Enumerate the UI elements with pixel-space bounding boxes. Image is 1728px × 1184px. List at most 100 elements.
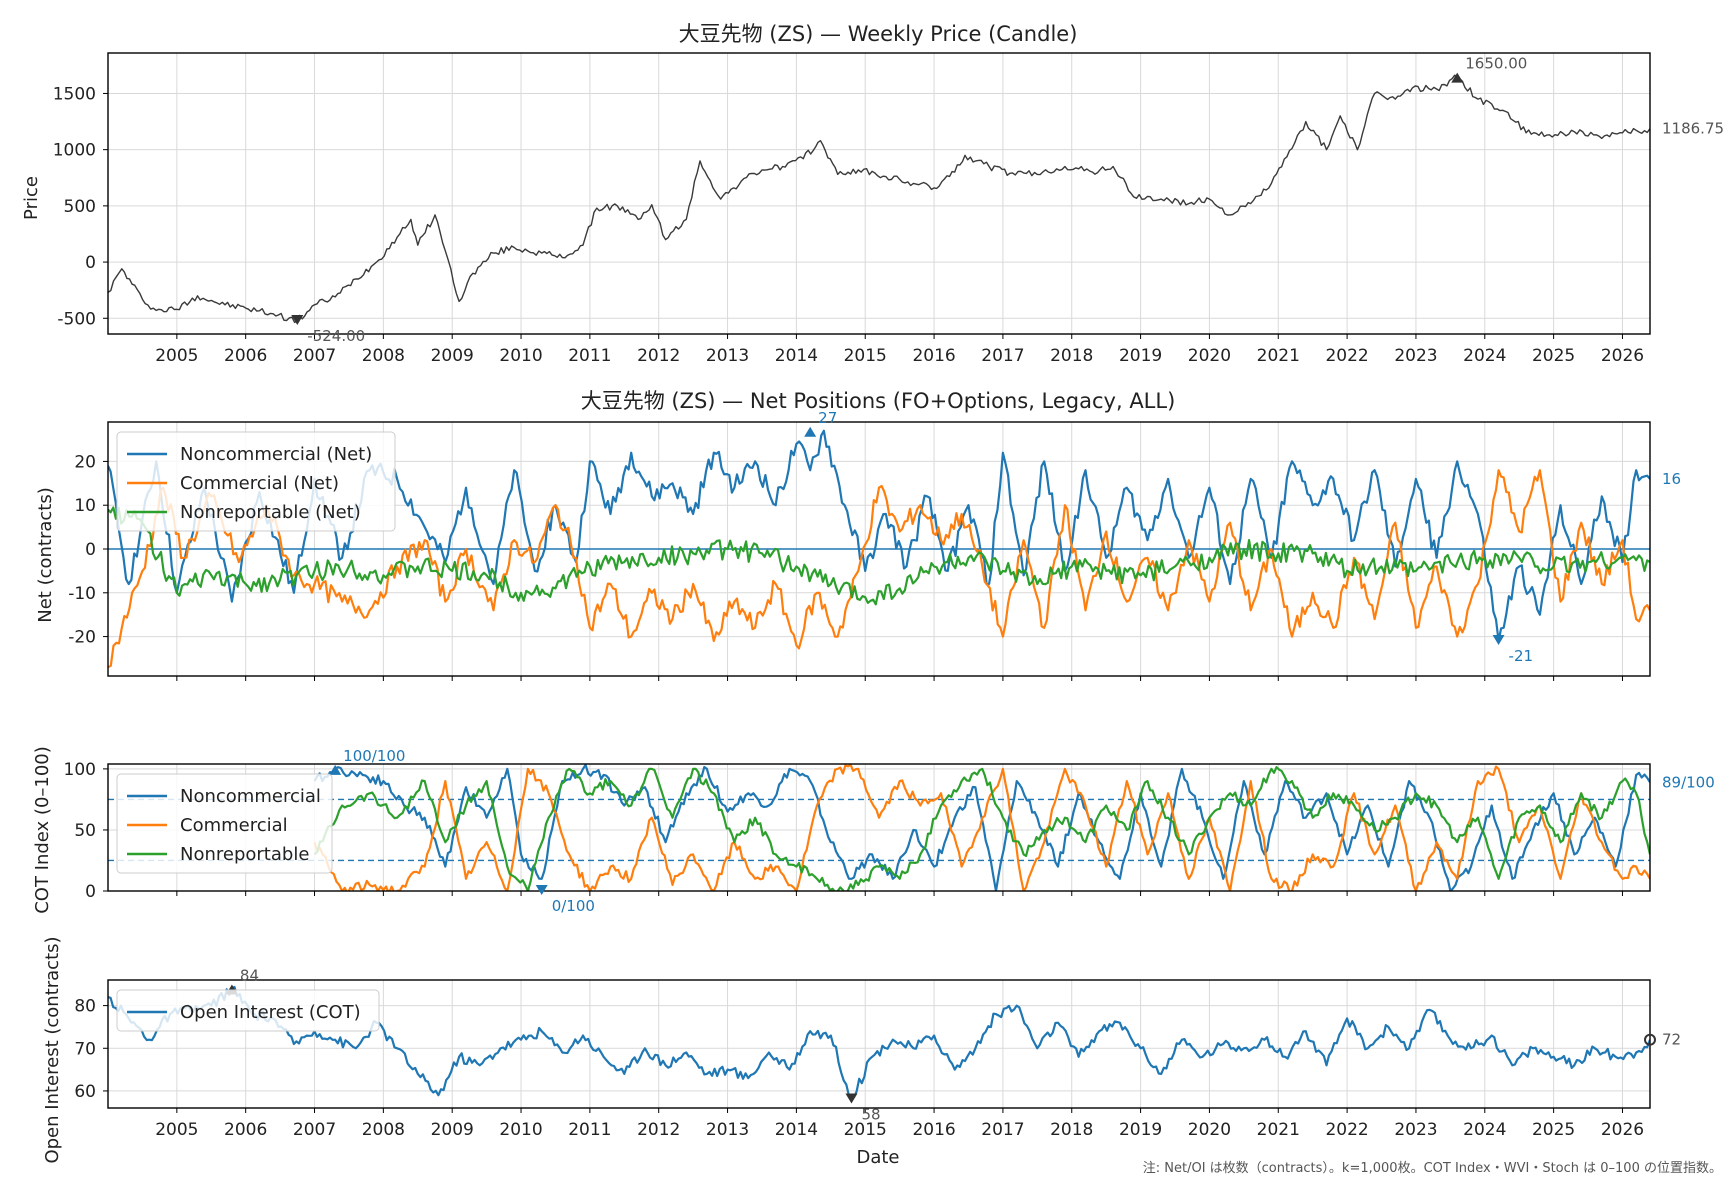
x-tick-label: 2018 <box>1050 1120 1093 1140</box>
y-tick-label: 500 <box>64 197 96 217</box>
legend-label: Nonreportable <box>180 844 309 865</box>
series-line-noncommercial-3 <box>108 985 1650 1101</box>
max-marker <box>804 426 817 437</box>
y-tick-label: -10 <box>68 584 96 604</box>
x-tick-label: 2006 <box>224 346 267 366</box>
x-tick-label: 2022 <box>1325 1120 1368 1140</box>
x-tick-label: 2013 <box>706 1120 749 1140</box>
legend-label: Commercial (Net) <box>180 473 339 494</box>
x-tick-label: 2006 <box>224 1120 267 1140</box>
legend-label: Noncommercial <box>180 786 321 807</box>
min-marker <box>535 885 548 895</box>
x-tick-label: 2016 <box>912 346 955 366</box>
x-tick-label: 2005 <box>155 1120 198 1140</box>
plot-frame-0 <box>107 52 1651 335</box>
legend-label: Open Interest (COT) <box>180 1002 361 1023</box>
max-label: 84 <box>240 967 259 985</box>
x-tick-label: 2023 <box>1394 1120 1437 1140</box>
y-axis-label-cot-index: COT Index (0–100) <box>32 746 53 914</box>
y-tick-label: 60 <box>74 1082 96 1102</box>
last-marker <box>1644 1033 1656 1046</box>
y-tick-label: 20 <box>74 452 96 472</box>
x-tick-label: 2012 <box>637 1120 680 1140</box>
legend-box <box>116 773 333 874</box>
x-tick-label: 2021 <box>1257 346 1300 366</box>
x-tick-label: 2009 <box>431 346 474 366</box>
plot-frame-1 <box>107 421 1651 677</box>
y-tick-label: 1500 <box>53 84 96 104</box>
max-marker <box>1451 72 1464 83</box>
y-tick-label: 80 <box>74 997 96 1017</box>
x-tick-label: 2022 <box>1325 346 1368 366</box>
x-tick-label: 2017 <box>981 1120 1024 1140</box>
x-tick-label: 2011 <box>568 1120 611 1140</box>
plot-frame-2 <box>107 763 1651 892</box>
x-tick-label: 2013 <box>706 346 749 366</box>
x-tick-label: 2025 <box>1532 1120 1575 1140</box>
min-label: 58 <box>861 1105 880 1123</box>
x-tick-label: 2015 <box>844 1120 887 1140</box>
max-label: 27 <box>818 409 837 427</box>
x-tick-label: 2017 <box>981 346 1024 366</box>
x-tick-label: 2008 <box>362 346 405 366</box>
x-tick-label: 2014 <box>775 1120 818 1140</box>
x-tick-label: 2026 <box>1601 1120 1644 1140</box>
x-tick-label: 2014 <box>775 346 818 366</box>
legend-label: Noncommercial (Net) <box>180 444 372 465</box>
legend-box <box>116 431 396 532</box>
x-tick-label: 2007 <box>293 1120 336 1140</box>
x-tick-label: 2012 <box>637 346 680 366</box>
y-tick-label: 1000 <box>53 141 96 161</box>
series-line-commercial-2 <box>313 764 1650 891</box>
x-tick-label: 2015 <box>844 346 887 366</box>
y-tick-label: -20 <box>68 628 96 648</box>
x-tick-label: 2023 <box>1394 346 1437 366</box>
x-tick-label: 2011 <box>568 346 611 366</box>
x-tick-label: 2010 <box>499 1120 542 1140</box>
y-tick-label: 100 <box>64 760 96 780</box>
series-line-nonreportable-1 <box>108 506 1650 606</box>
y-tick-label: 0 <box>85 253 96 273</box>
last-label: 72 <box>1662 1031 1681 1049</box>
chart-title-price: 大豆先物 (ZS) — Weekly Price (Candle) <box>679 22 1078 46</box>
last-label: 89/100 <box>1662 773 1715 791</box>
y-axis-label-open-interest: Open Interest (contracts) <box>42 936 63 1163</box>
max-label: 100/100 <box>343 747 405 765</box>
series-line-noncommercial-2 <box>313 764 1650 891</box>
x-tick-label: 2020 <box>1188 346 1231 366</box>
footnote: 注: Net/OI は枚数（contracts）。k=1,000枚。COT In… <box>1143 1161 1722 1176</box>
min-label: -21 <box>1509 647 1534 665</box>
x-tick-label: 2020 <box>1188 1120 1231 1140</box>
y-tick-label: 50 <box>74 821 96 841</box>
y-axis-label-price: Price <box>21 176 42 220</box>
x-tick-label: 2019 <box>1119 346 1162 366</box>
legend-box <box>116 989 380 1032</box>
y-tick-label: 0 <box>85 540 96 560</box>
legend-label: Commercial <box>180 815 288 836</box>
x-tick-label: 2021 <box>1257 1120 1300 1140</box>
x-tick-label: 2016 <box>912 1120 955 1140</box>
x-tick-label: 2024 <box>1463 1120 1506 1140</box>
x-tick-label: 2025 <box>1532 346 1575 366</box>
y-axis-label-net: Net (contracts) <box>35 487 56 623</box>
x-tick-label: 2007 <box>293 346 336 366</box>
last-label: 1186.75 <box>1662 120 1724 138</box>
x-tick-label: 2018 <box>1050 346 1093 366</box>
series-line-price-0 <box>108 74 1650 324</box>
min-marker <box>291 314 304 325</box>
max-marker <box>329 764 342 775</box>
y-tick-label: -500 <box>57 309 96 329</box>
max-label: 1650.00 <box>1465 55 1527 73</box>
x-tick-label: 2008 <box>362 1120 405 1140</box>
y-tick-label: 10 <box>74 496 96 516</box>
x-tick-label: 2010 <box>499 346 542 366</box>
x-axis-label: Date <box>856 1147 899 1168</box>
y-tick-label: 70 <box>74 1039 96 1059</box>
min-marker <box>845 1093 858 1104</box>
x-tick-label: 2024 <box>1463 346 1506 366</box>
x-tick-label: 2009 <box>431 1120 474 1140</box>
y-tick-label: 0 <box>85 882 96 902</box>
x-tick-label: 2026 <box>1601 346 1644 366</box>
series-line-nonreportable-2 <box>313 766 1650 891</box>
